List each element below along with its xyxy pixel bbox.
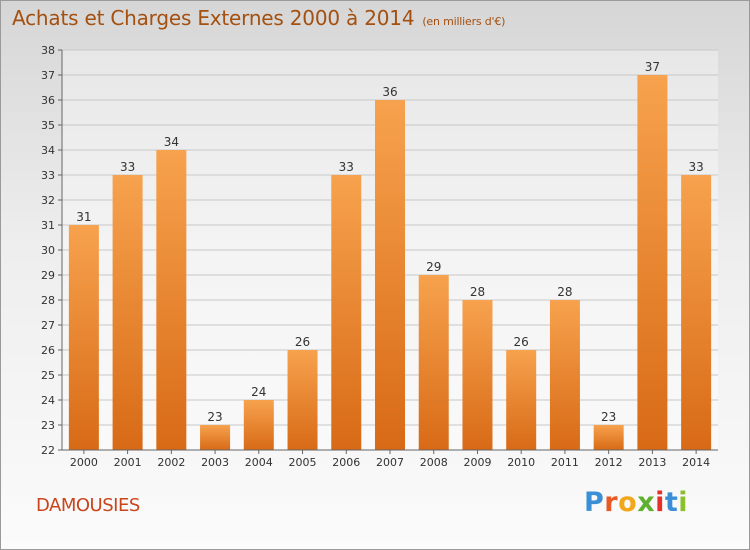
bar bbox=[156, 150, 187, 450]
y-tick-label: 34 bbox=[41, 144, 55, 157]
chart-title: Achats et Charges Externes 2000 à 2014 (e… bbox=[12, 6, 505, 30]
bar bbox=[331, 175, 362, 450]
bar bbox=[287, 350, 318, 450]
x-tick-label: 2004 bbox=[245, 456, 273, 469]
bar-value-label: 31 bbox=[76, 210, 91, 224]
y-tick-label: 22 bbox=[41, 444, 55, 457]
bar-value-label: 33 bbox=[120, 160, 135, 174]
bar-value-label: 29 bbox=[426, 260, 441, 274]
bar-value-label: 37 bbox=[645, 60, 660, 74]
bar bbox=[68, 225, 99, 450]
y-tick-label: 26 bbox=[41, 344, 55, 357]
bar-value-label: 33 bbox=[688, 160, 703, 174]
commune-name: DAMOUSIES bbox=[36, 495, 140, 516]
y-tick-label: 33 bbox=[41, 169, 55, 182]
bar bbox=[112, 175, 143, 450]
axes: 22 23 24 25 26 27 28 29 30 31 32 33 34 35 36 37 38 2000 20… bbox=[41, 44, 718, 469]
x-tick-label: 2002 bbox=[157, 456, 185, 469]
x-tick-label: 2000 bbox=[70, 456, 98, 469]
bar-value-label: 28 bbox=[557, 285, 572, 299]
y-tick-label: 31 bbox=[41, 219, 55, 232]
bar bbox=[418, 275, 449, 450]
bar-value-label: 28 bbox=[470, 285, 485, 299]
bar-value-label: 33 bbox=[339, 160, 354, 174]
bars: 31 33 34 23 24 26 33 36 29 28 26 28 23 37 33 bbox=[68, 60, 712, 450]
y-tick-label: 32 bbox=[41, 194, 55, 207]
x-tick-label: 2011 bbox=[551, 456, 579, 469]
y-tick-label: 35 bbox=[41, 119, 55, 132]
y-tick-label: 38 bbox=[41, 44, 55, 57]
x-tick-label: 2007 bbox=[376, 456, 404, 469]
x-tick-label: 2012 bbox=[595, 456, 623, 469]
x-tick-label: 2008 bbox=[420, 456, 448, 469]
chart-title-text: Achats et Charges Externes 2000 à 2014 bbox=[12, 6, 415, 30]
bar-value-label: 34 bbox=[164, 135, 179, 149]
x-tick-label: 2005 bbox=[289, 456, 317, 469]
bar bbox=[200, 425, 231, 450]
bar bbox=[549, 300, 580, 450]
bar-value-label: 26 bbox=[514, 335, 529, 349]
y-tick-label: 27 bbox=[41, 319, 55, 332]
x-tick-label: 2003 bbox=[201, 456, 229, 469]
x-tick-label: 2001 bbox=[114, 456, 142, 469]
x-tick-label: 2009 bbox=[463, 456, 491, 469]
bar bbox=[506, 350, 537, 450]
x-tick-label: 2014 bbox=[682, 456, 710, 469]
bar-value-label: 23 bbox=[207, 410, 222, 424]
bar bbox=[462, 300, 493, 450]
y-tick-label: 29 bbox=[41, 269, 55, 282]
bar bbox=[681, 175, 712, 450]
bar-value-label: 24 bbox=[251, 385, 266, 399]
y-tick-label: 30 bbox=[41, 244, 55, 257]
bar-value-label: 23 bbox=[601, 410, 616, 424]
bar-value-label: 26 bbox=[295, 335, 310, 349]
chart-subtitle: (en milliers d'€) bbox=[422, 15, 506, 28]
y-tick-label: 25 bbox=[41, 369, 55, 382]
y-tick-label: 28 bbox=[41, 294, 55, 307]
bar bbox=[243, 400, 274, 450]
bar bbox=[375, 100, 405, 450]
x-tick-label: 2006 bbox=[332, 456, 360, 469]
bar-value-label: 36 bbox=[382, 85, 397, 99]
x-tick-label: 2010 bbox=[507, 456, 535, 469]
y-tick-label: 37 bbox=[41, 69, 55, 82]
y-tick-label: 23 bbox=[41, 419, 55, 432]
bar bbox=[637, 75, 668, 450]
bar bbox=[593, 425, 624, 450]
y-tick-label: 36 bbox=[41, 94, 55, 107]
x-tick-label: 2013 bbox=[638, 456, 666, 469]
proxiti-logo: Proxiti bbox=[584, 487, 689, 518]
y-tick-label: 24 bbox=[41, 394, 55, 407]
